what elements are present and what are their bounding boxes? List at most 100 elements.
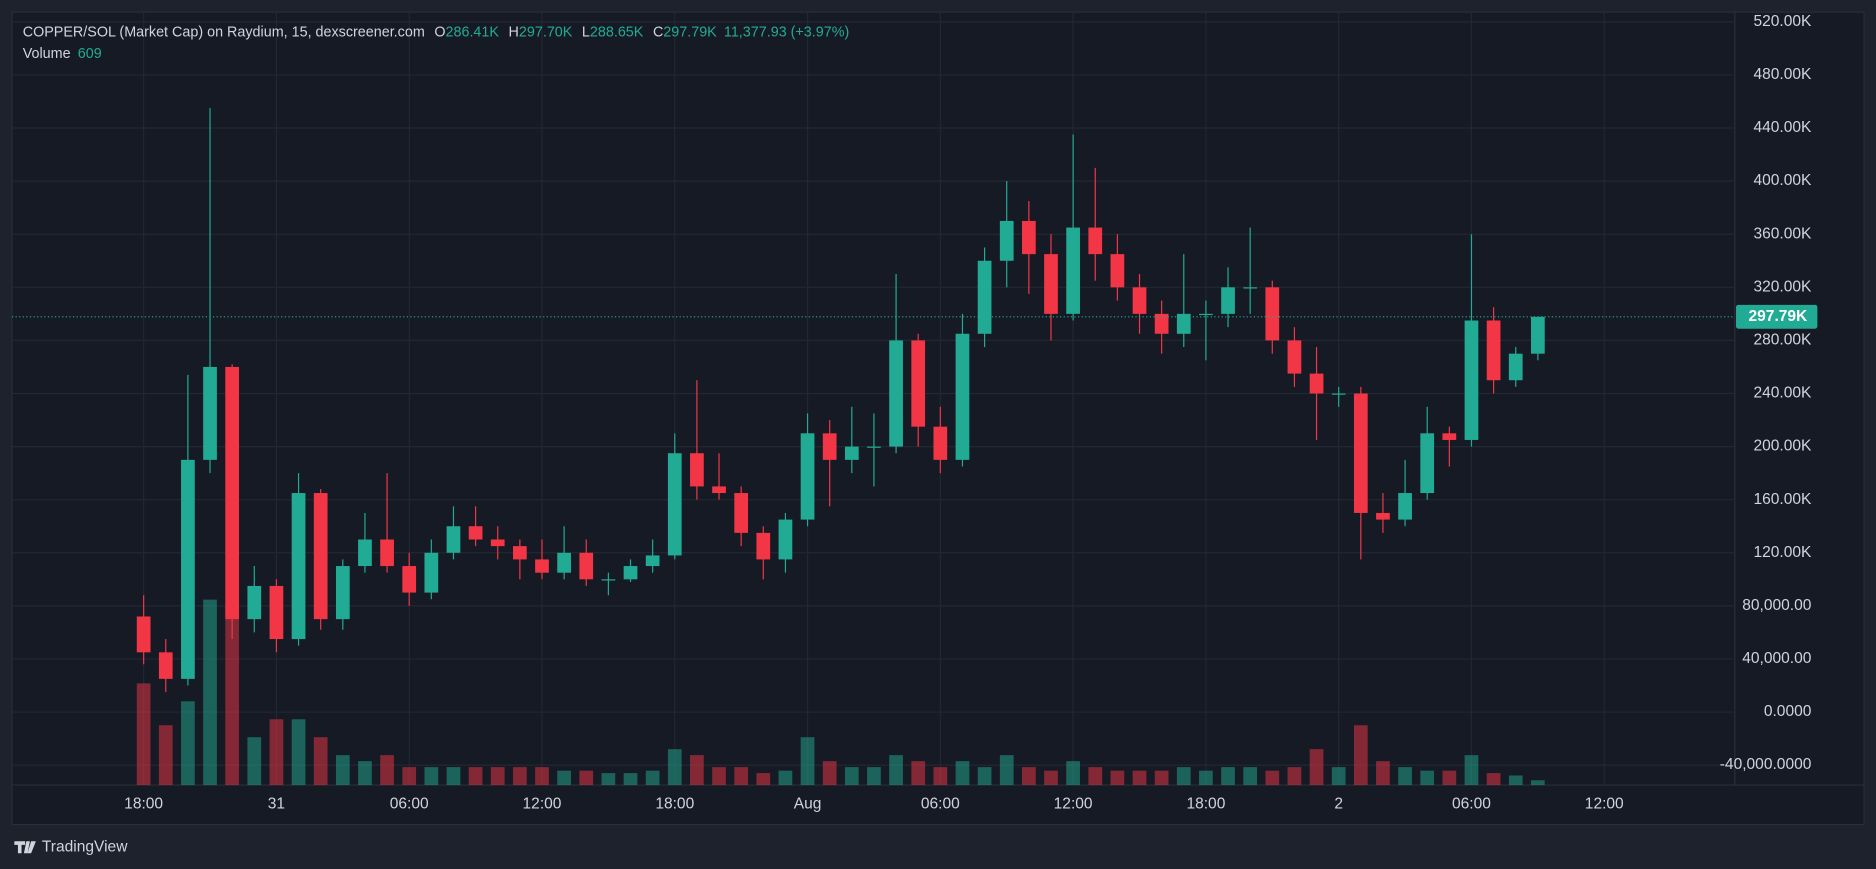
candle-body <box>734 493 749 533</box>
volume-bar <box>579 770 594 786</box>
volume-bar <box>1066 761 1080 786</box>
x-tick-label: 12:00 <box>523 795 562 812</box>
candle-body <box>999 220 1014 261</box>
ohlc-value: 297.70K <box>519 24 573 40</box>
candle-body <box>291 493 306 640</box>
volume-value: 609 <box>78 46 102 62</box>
volume-bar <box>756 773 771 786</box>
y-tick-label: 160.00K <box>1753 491 1812 508</box>
candle-body <box>468 526 483 540</box>
candle-body <box>623 566 638 580</box>
x-tick-label: 2 <box>1334 795 1343 812</box>
candle-body <box>712 486 726 494</box>
volume-bar <box>1442 770 1457 786</box>
last-price-badge <box>1736 304 1818 329</box>
volume-bar <box>933 767 948 786</box>
ohlc-key: C <box>653 24 663 40</box>
y-tick-label: 240.00K <box>1753 385 1812 402</box>
volume-bar <box>1221 767 1235 786</box>
volume-bar <box>225 605 240 786</box>
volume-bar <box>512 767 527 786</box>
brand: TradingView <box>42 838 128 855</box>
volume-header: Volume 609 <box>23 46 102 62</box>
ohlc-value: 288.65K <box>590 24 644 40</box>
volume-bar <box>1353 725 1368 786</box>
volume-bar <box>181 701 195 786</box>
candle-body <box>136 616 151 653</box>
candle-body <box>1442 433 1457 440</box>
volume-bar <box>1508 775 1523 786</box>
volume-bar <box>690 755 704 786</box>
candle-body <box>1221 287 1235 314</box>
y-tick-label: 320.00K <box>1753 278 1812 295</box>
volume-bar <box>247 737 262 786</box>
candle-body <box>1044 254 1058 314</box>
x-tick-label: 06:00 <box>921 795 960 812</box>
y-tick-label: 440.00K <box>1753 119 1812 136</box>
volume-bar <box>468 767 483 786</box>
x-tick-label: 12:00 <box>1054 795 1093 812</box>
candle-body <box>844 446 859 460</box>
candle-body <box>335 566 350 620</box>
volume-bar <box>1398 767 1412 786</box>
volume-bar <box>1420 770 1435 786</box>
candle-body <box>1508 353 1523 381</box>
candle-body <box>1154 313 1169 334</box>
candle-body <box>446 526 461 553</box>
volume-bar <box>1154 770 1169 786</box>
volume-bar <box>1376 761 1390 786</box>
tradingview-logo: TradingView <box>14 838 128 855</box>
x-tick-label: Aug <box>794 795 822 812</box>
volume-bar <box>1530 780 1545 786</box>
title: COPPER/SOL (Market Cap) on Raydium, 15, … <box>23 24 425 40</box>
ohlc-key: H <box>509 24 519 40</box>
volume-bar <box>1331 767 1346 786</box>
x-tick-label: 18:00 <box>655 795 694 812</box>
volume-bar <box>734 767 749 786</box>
volume-bar <box>955 761 970 786</box>
candle-body <box>778 519 793 560</box>
volume-bar <box>313 737 328 786</box>
chart-panel <box>11 11 1865 826</box>
candle-body <box>512 546 527 560</box>
ohlc-value: 286.41K <box>446 24 500 40</box>
volume-bar <box>822 761 837 786</box>
candle-body <box>690 453 704 487</box>
volume-bar <box>1088 767 1103 786</box>
candle-body <box>247 585 262 620</box>
volume-bar <box>1021 767 1036 786</box>
volume-bar <box>623 773 638 786</box>
candle-body <box>380 539 394 567</box>
candle-body <box>1309 373 1324 394</box>
volume-label: Volume <box>23 46 71 62</box>
candle-body <box>1066 227 1080 314</box>
volume-bar <box>1110 770 1125 786</box>
candle-body <box>1420 433 1435 494</box>
volume-bar <box>424 767 439 786</box>
volume-bar <box>1132 770 1147 786</box>
candle-body <box>867 446 881 448</box>
volume-bar <box>269 719 284 786</box>
volume-bar <box>645 770 660 786</box>
candle-body <box>977 260 992 334</box>
candle-body <box>911 340 926 427</box>
y-tick-label: 360.00K <box>1753 225 1812 242</box>
volume-bar <box>1176 767 1191 786</box>
candle-body <box>1331 393 1346 395</box>
candle-body <box>181 459 195 679</box>
volume-bar <box>999 755 1014 786</box>
candle-body <box>424 552 439 593</box>
volume-bar <box>335 755 350 786</box>
candle-body <box>313 493 328 620</box>
volume-bar <box>1464 755 1479 786</box>
volume-bar <box>380 755 394 786</box>
ohlc-key: O <box>434 24 445 40</box>
y-tick-label: 400.00K <box>1753 172 1812 189</box>
volume-bar <box>1265 770 1280 786</box>
candle-body <box>1486 320 1501 381</box>
overlay: 297.79K <box>11 304 1818 329</box>
candle-body <box>269 585 284 640</box>
candle-body <box>358 539 372 567</box>
